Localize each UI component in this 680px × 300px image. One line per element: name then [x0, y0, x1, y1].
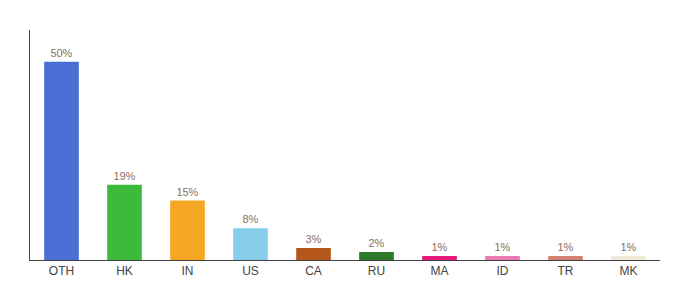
svg-text:MK: MK — [620, 264, 638, 278]
svg-text:1%: 1% — [494, 241, 510, 253]
svg-text:3%: 3% — [305, 233, 321, 245]
svg-text:OTH: OTH — [49, 264, 74, 278]
svg-text:15%: 15% — [176, 186, 198, 198]
svg-text:TR: TR — [558, 264, 574, 278]
svg-text:MA: MA — [431, 264, 449, 278]
svg-text:1%: 1% — [557, 241, 573, 253]
svg-text:HK: HK — [116, 264, 133, 278]
svg-text:1%: 1% — [431, 241, 447, 253]
svg-text:8%: 8% — [242, 213, 258, 225]
svg-text:CA: CA — [305, 264, 322, 278]
svg-text:ID: ID — [497, 264, 509, 278]
svg-text:US: US — [242, 264, 259, 278]
svg-text:19%: 19% — [113, 170, 135, 182]
svg-text:50%: 50% — [50, 47, 72, 59]
svg-text:RU: RU — [368, 264, 385, 278]
svg-text:1%: 1% — [620, 241, 636, 253]
svg-text:2%: 2% — [368, 237, 384, 249]
svg-text:IN: IN — [182, 264, 194, 278]
